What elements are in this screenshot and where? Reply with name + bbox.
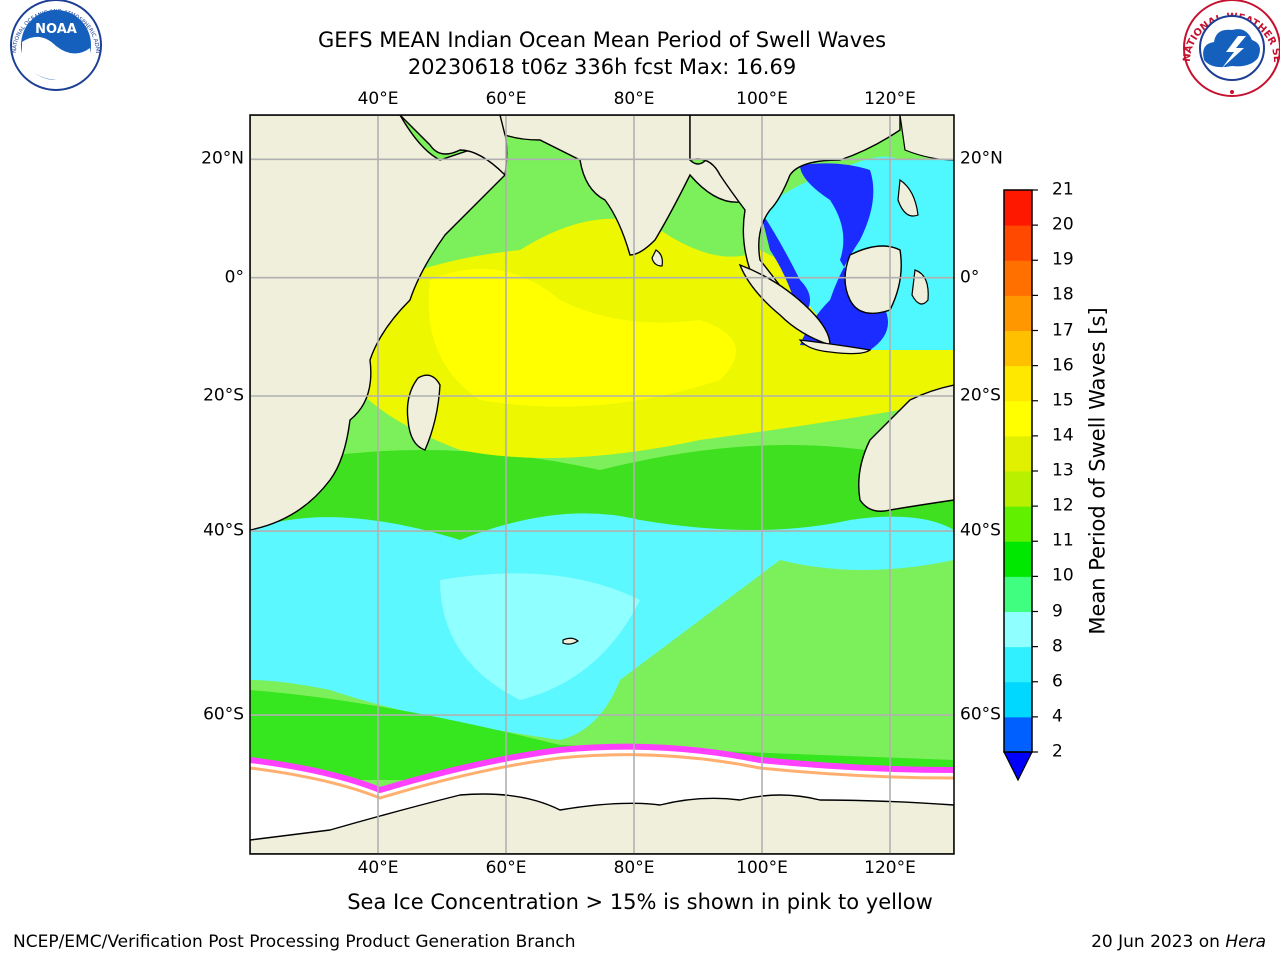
lat-label-left: 0° [224, 267, 244, 288]
land-australia [858, 384, 954, 512]
sea-ice-inner-edge [250, 753, 954, 800]
lon-label-top: 60°E [485, 89, 527, 109]
map-plot-area [250, 115, 954, 854]
lat-label-left: 20°S [203, 385, 244, 406]
lon-label-bottom: 60°E [485, 858, 527, 878]
colorbar-tick-label: 13 [1052, 460, 1074, 481]
colorbar-tick-label: 11 [1052, 530, 1074, 551]
colorbar-title: Mean Period of Swell Waves [s] [1085, 307, 1110, 635]
colorbar-segment [1004, 541, 1032, 577]
colorbar-segment [1004, 506, 1032, 542]
light-cyan-core [440, 573, 640, 700]
colorbar-tick-label: 9 [1052, 601, 1063, 621]
land-java [798, 339, 872, 355]
green-band-subtropical [250, 445, 954, 547]
colorbar-tick-label: 14 [1052, 425, 1074, 446]
colorbar-segment [1004, 716, 1032, 753]
colorbar-segment [1004, 400, 1032, 437]
colorbar-tick-label: 2 [1052, 741, 1063, 762]
gulf-of-thailand-blue [760, 210, 810, 320]
map-frame [249, 114, 955, 855]
lat-label-right: 0° [960, 267, 980, 288]
colorbar-tick-label: 16 [1052, 355, 1074, 376]
footer-date-text: 20 Jun 2023 on [1091, 932, 1226, 952]
footer-producer: NCEP/EMC/Verification Post Processing Pr… [13, 932, 576, 952]
noaa-logo-text: NOAA [35, 22, 77, 37]
colorbar-tick-label: 20 [1052, 214, 1074, 235]
nws-ring-text: NATIONAL WEATHER SERVICE [0, 0, 1280, 63]
land-madagascar [406, 374, 441, 451]
colorbar-tick-label: 4 [1052, 706, 1063, 727]
colorbar-segment [1004, 681, 1032, 718]
land-borneo [844, 245, 902, 314]
nws-logo: NATIONAL WEATHER SERVICE [0, 0, 1280, 97]
sea-ice-edge [250, 743, 954, 794]
lat-label-right: 20°S [960, 385, 1001, 406]
colorbar-segment [1004, 611, 1032, 648]
chart-title: GEFS MEAN Indian Ocean Mean Period of Sw… [317, 28, 887, 52]
colorbar-tick-label: 18 [1052, 284, 1074, 305]
colorbar-segment [1004, 576, 1032, 612]
lat-label-right: 20°N [960, 148, 1003, 169]
colorbar-segment [1004, 435, 1032, 472]
lon-label-top: 100°E [736, 89, 788, 109]
southern-green-band [250, 690, 954, 780]
lat-label-left: 60°S [203, 704, 244, 725]
footer-date: 20 Jun 2023 on Hera [1091, 934, 1266, 951]
sea-ice-caption: Sea Ice Concentration > 15% is shown in … [347, 890, 933, 914]
colorbar-segment [1004, 365, 1032, 402]
land-sulawesi [911, 269, 929, 305]
colorbar-segment [1004, 225, 1032, 261]
colorbar-under-arrow [1003, 751, 1033, 782]
noaa-logo: NATIONAL OCEANIC AND ATMOSPHERIC ADMINIS… [0, 0, 102, 91]
colorbar-segment [1004, 330, 1032, 367]
lat-label-right: 40°S [960, 520, 1001, 541]
lat-label-right: 60°S [960, 704, 1001, 725]
lon-label-top: 40°E [357, 89, 399, 109]
lat-label-left: 20°N [201, 148, 244, 169]
lon-label-top: 80°E [613, 89, 655, 109]
colorbar-segment [1004, 260, 1032, 296]
land-kerguelen [562, 637, 580, 645]
colorbar-tick-label: 15 [1052, 390, 1074, 411]
land-sri-lanka [651, 249, 663, 267]
colorbar [1003, 189, 1038, 782]
footer-machine: Hera [1225, 932, 1266, 952]
colorbar-tick-label: 21 [1052, 179, 1074, 200]
lon-label-bottom: 120°E [864, 858, 916, 878]
colorbar-segment [1004, 295, 1032, 331]
colorbar-tick-label: 8 [1052, 636, 1063, 657]
lon-label-bottom: 80°E [613, 858, 655, 878]
land-philippines [897, 178, 919, 217]
lat-label-left: 40°S [203, 520, 244, 541]
colorbar-tick-label: 10 [1052, 565, 1074, 586]
land-antarctica [250, 793, 954, 854]
colorbar-tick-label: 19 [1052, 249, 1074, 270]
colorbar-tick-label: 12 [1052, 495, 1074, 516]
colorbar-segment [1004, 190, 1032, 226]
chart-subtitle: 20230618 t06z 336h fcst Max: 16.69 [407, 55, 797, 79]
colorbar-segment [1004, 471, 1032, 507]
lon-label-bottom: 40°E [357, 858, 399, 878]
colorbar-segment [1004, 646, 1032, 683]
map-gridlines [250, 115, 954, 854]
colorbar-tick-label: 6 [1052, 671, 1063, 692]
lon-label-top: 120°E [864, 89, 916, 109]
colorbar-tick-label: 17 [1052, 320, 1074, 340]
lon-label-bottom: 100°E [736, 858, 788, 878]
